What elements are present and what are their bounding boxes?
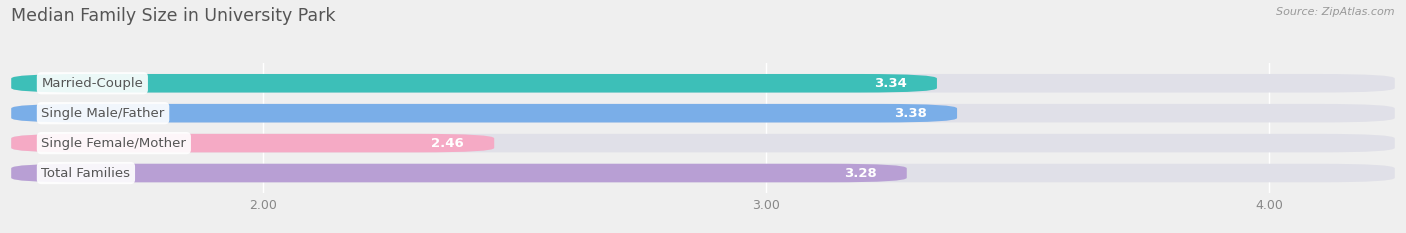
Text: 3.28: 3.28	[844, 167, 876, 180]
Text: Married-Couple: Married-Couple	[41, 77, 143, 90]
Text: 3.34: 3.34	[875, 77, 907, 90]
FancyBboxPatch shape	[11, 74, 936, 93]
Text: Total Families: Total Families	[41, 167, 131, 180]
FancyBboxPatch shape	[11, 104, 1395, 123]
Text: Single Male/Father: Single Male/Father	[41, 107, 165, 120]
Text: 3.38: 3.38	[894, 107, 927, 120]
Text: Median Family Size in University Park: Median Family Size in University Park	[11, 7, 336, 25]
FancyBboxPatch shape	[11, 134, 495, 152]
FancyBboxPatch shape	[11, 164, 907, 182]
FancyBboxPatch shape	[11, 104, 957, 123]
FancyBboxPatch shape	[11, 134, 1395, 152]
FancyBboxPatch shape	[11, 74, 1395, 93]
Text: Source: ZipAtlas.com: Source: ZipAtlas.com	[1277, 7, 1395, 17]
Text: 2.46: 2.46	[432, 137, 464, 150]
Text: Single Female/Mother: Single Female/Mother	[41, 137, 187, 150]
FancyBboxPatch shape	[11, 164, 1395, 182]
